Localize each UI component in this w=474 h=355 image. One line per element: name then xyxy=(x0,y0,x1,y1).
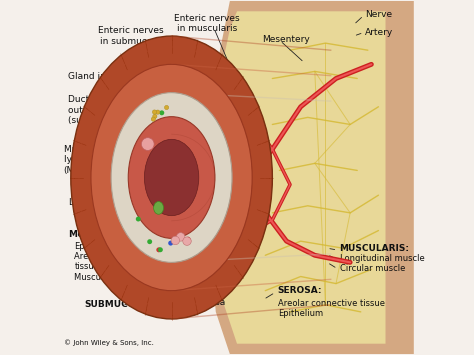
Text: Muscularis mucosae: Muscularis mucosae xyxy=(74,273,160,282)
Circle shape xyxy=(156,247,161,252)
Text: Mesentery: Mesentery xyxy=(262,35,310,44)
Ellipse shape xyxy=(154,202,164,214)
Text: Enteric nerves
in muscularis: Enteric nerves in muscularis xyxy=(174,14,240,33)
Circle shape xyxy=(152,110,156,114)
Circle shape xyxy=(168,241,173,246)
Ellipse shape xyxy=(128,117,215,238)
Text: Mucosa associated
lymphoid tissue
(MALT): Mucosa associated lymphoid tissue (MALT) xyxy=(64,145,149,175)
Polygon shape xyxy=(209,1,414,354)
Circle shape xyxy=(159,110,164,115)
Circle shape xyxy=(141,138,154,151)
Text: SUBMUCOSA: SUBMUCOSA xyxy=(84,300,149,309)
Text: SEROSA:: SEROSA: xyxy=(278,286,322,295)
Circle shape xyxy=(171,236,180,245)
Circle shape xyxy=(153,114,157,119)
Text: Nerve: Nerve xyxy=(365,10,392,19)
Ellipse shape xyxy=(91,64,252,291)
Text: MUSCULARIS:: MUSCULARIS: xyxy=(339,244,410,253)
Polygon shape xyxy=(216,11,385,344)
Text: Gland in
submucosa: Gland in submucosa xyxy=(174,288,226,307)
Text: Lumen: Lumen xyxy=(68,198,99,207)
Text: Artery: Artery xyxy=(365,28,393,37)
Ellipse shape xyxy=(145,139,199,216)
Ellipse shape xyxy=(111,93,232,262)
Circle shape xyxy=(147,239,152,244)
Text: © John Wiley & Sons, Inc.: © John Wiley & Sons, Inc. xyxy=(64,340,154,346)
Text: Longitudinal muscle: Longitudinal muscle xyxy=(339,254,424,263)
Ellipse shape xyxy=(71,36,273,319)
Text: Areolar connective tissue: Areolar connective tissue xyxy=(278,299,385,307)
Text: Areolar connective
tissue: Areolar connective tissue xyxy=(74,252,154,271)
Text: Circular muscle: Circular muscle xyxy=(339,264,405,273)
Circle shape xyxy=(164,105,169,110)
Circle shape xyxy=(186,237,191,242)
Text: MUCOSA:: MUCOSA: xyxy=(68,230,116,239)
Circle shape xyxy=(176,233,185,241)
Text: Enteric nerves
in submucosa: Enteric nerves in submucosa xyxy=(98,26,164,46)
Text: Duct of gland
outside tract
(such as pancreas): Duct of gland outside tract (such as pan… xyxy=(68,95,153,125)
Text: Gland in mucosa: Gland in mucosa xyxy=(68,72,144,81)
Circle shape xyxy=(183,237,191,245)
Circle shape xyxy=(155,110,160,114)
Circle shape xyxy=(136,217,141,222)
Text: Epithelium: Epithelium xyxy=(278,309,323,318)
Circle shape xyxy=(158,247,163,252)
Text: Epithelium: Epithelium xyxy=(74,242,119,251)
Circle shape xyxy=(151,117,155,121)
